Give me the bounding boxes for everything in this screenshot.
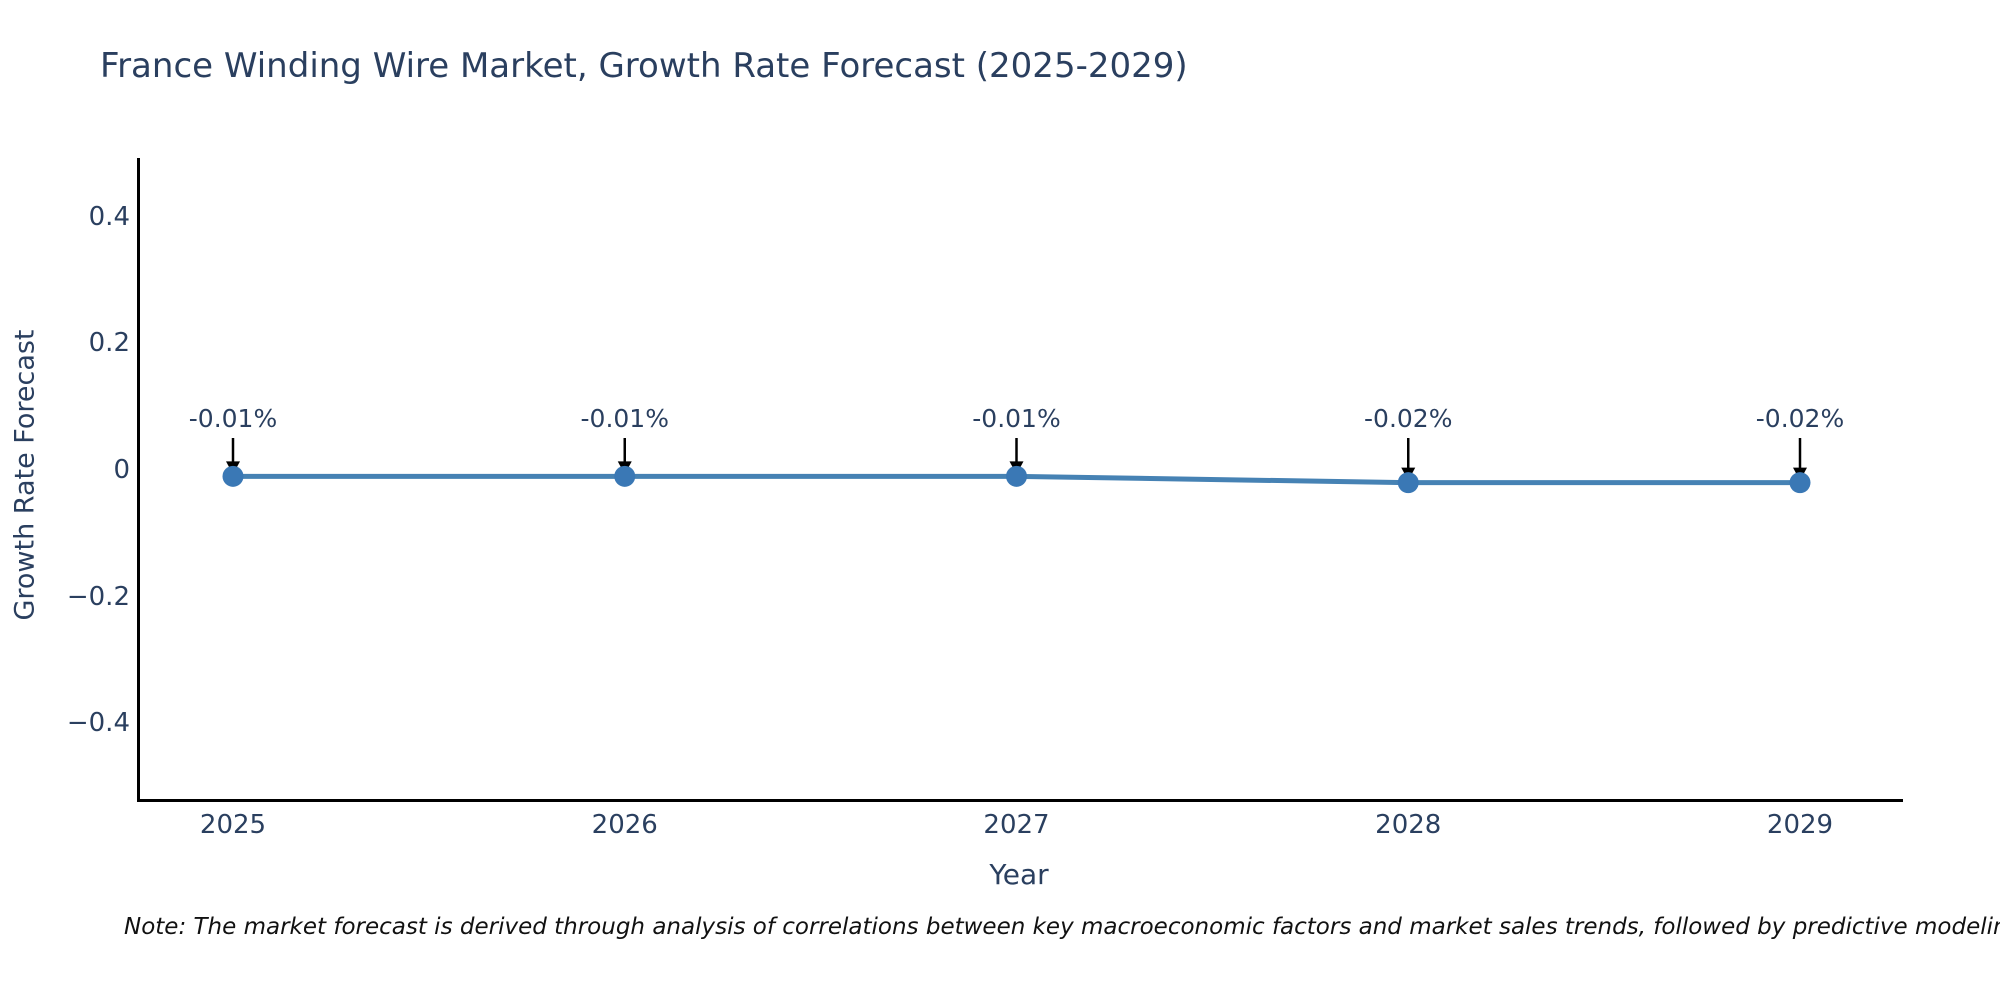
- x-tick-label: 2025: [199, 810, 267, 840]
- x-tick-label: 2028: [1375, 810, 1442, 840]
- annotation-label: -0.02%: [1364, 404, 1453, 433]
- annotation-label: -0.01%: [188, 404, 278, 433]
- plot-area: [137, 158, 1903, 802]
- x-tick-label: 2029: [1766, 810, 1834, 840]
- y-tick-label: −0.2: [66, 581, 130, 612]
- x-axis-title: Year: [989, 858, 1049, 891]
- footnote: Note: The market forecast is derived thr…: [124, 914, 2000, 940]
- y-tick-label: 0: [113, 455, 130, 485]
- annotation-label: -0.02%: [1755, 404, 1845, 433]
- y-tick-label: −0.4: [66, 708, 130, 739]
- chart-title: France Winding Wire Market, Growth Rate …: [100, 46, 1188, 86]
- annotation-label: -0.01%: [972, 404, 1061, 433]
- x-tick-label: 2027: [983, 810, 1050, 840]
- y-tick-label: 0.2: [88, 328, 130, 359]
- y-tick-label: 0.4: [88, 201, 130, 232]
- annotation-label: -0.01%: [580, 404, 669, 433]
- x-tick-label: 2026: [591, 810, 658, 840]
